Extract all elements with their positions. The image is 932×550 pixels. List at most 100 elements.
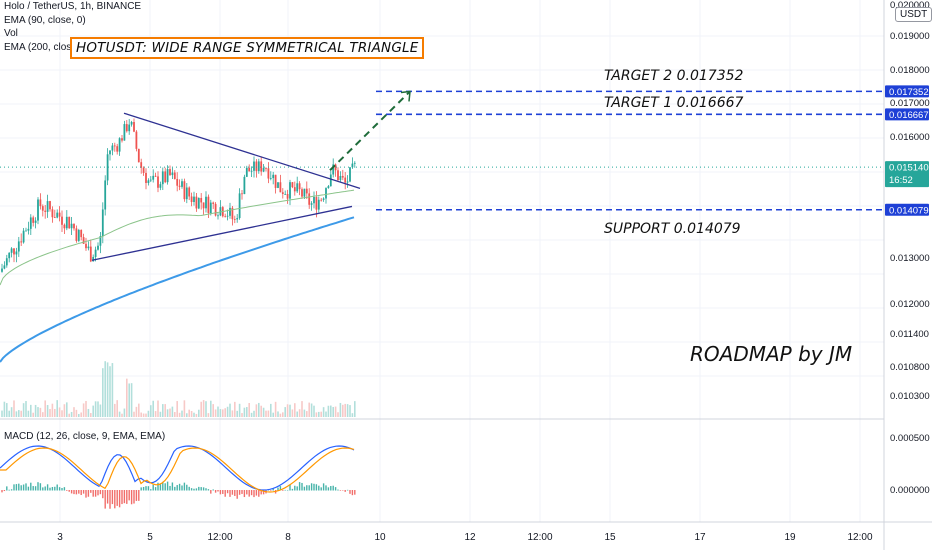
macd-bar [291,488,294,491]
volume-bar [330,405,332,417]
candle-body [212,202,215,204]
volume-bar [145,413,147,417]
symbol-label[interactable]: Holo / TetherUS, 1h, BINANCE [4,1,142,12]
currency-badge[interactable]: USDT [895,7,932,22]
candle-body [152,175,155,180]
ema-200-legend[interactable]: EMA (200, close, 0) [4,41,92,53]
candle-body [236,218,239,220]
ema-90-legend[interactable]: EMA (90, close, 0) [4,14,86,26]
triangle-upper-trendline[interactable] [123,112,361,190]
volume-bar [279,413,282,417]
macd-axis[interactable]: 0.000500 0.000000 [890,433,930,496]
macd-bar [349,490,351,494]
macd-bar [214,490,217,493]
volume-bar [282,412,284,417]
candle-body [224,216,227,218]
candle-body [178,185,181,187]
macd-bar [109,490,111,509]
candle-body [260,161,263,172]
volume-bar [308,402,310,417]
macd-bar [277,487,279,491]
candle-body [346,181,349,183]
macd-bar [181,485,183,491]
candle-body [229,207,231,216]
candle-body [289,182,291,199]
macd-bar [46,484,49,491]
volume-bar [70,411,73,417]
macd-bar [186,484,188,491]
macd-bar [138,490,140,501]
price-tick-label: 0.020000 [890,0,930,11]
price-tag-label: 0.014079 [889,205,929,216]
triangle-lower-trendline[interactable] [91,205,353,261]
volume-bar [234,401,236,417]
volume-bar [99,404,102,417]
volume-bar [219,409,222,417]
macd-bar [205,488,207,491]
candle-body [125,124,128,132]
time-axis[interactable]: 3 5 12:00 8 10 12 12:00 15 17 19 12:00 [57,532,873,543]
volume-bar [140,412,142,417]
macd-bar [190,488,193,491]
volume-bar [27,410,30,417]
candle-body [262,167,265,172]
macd-bar [301,482,303,491]
candle-body [202,202,205,209]
macd-bar [97,490,99,496]
candle-body [13,248,15,255]
macd-bar [253,490,255,498]
candle-body [344,177,347,183]
macd-bar [272,488,274,491]
volume-bar [217,406,219,417]
macd-line [0,445,355,491]
volume-bar [327,405,330,417]
macd-bar [80,490,82,496]
macd-bar [1,490,3,493]
candle-body [65,216,68,229]
macd-bar [171,482,174,491]
volume-bar [298,409,301,417]
candle-body [200,198,203,203]
projection-arrow[interactable] [329,90,411,171]
candle-body [5,258,8,266]
volume-bar [301,401,303,417]
macd-bar [322,483,325,491]
candle-body [44,210,47,212]
volume-bar [224,408,226,417]
time-tick-label: 8 [285,532,291,543]
volume-bar [8,410,10,417]
macd-legend[interactable]: MACD (12, 26, close, 9, EMA, EMA) [4,431,166,442]
candle-body [185,187,188,200]
candle-body [140,162,143,168]
macd-bar [85,490,87,498]
macd-bar [294,485,296,491]
macd-bar [147,486,150,491]
candle-body [243,176,246,195]
macd-bar [219,490,222,495]
support-label: SUPPORT 0.014079 [604,221,741,237]
volume-bar [111,363,114,417]
candle-body [157,176,159,188]
candle-body [101,209,104,237]
candle-body [305,188,308,194]
volume-bar [82,403,85,417]
volume-legend[interactable]: Vol [4,28,18,39]
volume-bar [243,407,246,417]
macd-bar [231,490,234,495]
price-axis[interactable]: 0.020000 0.019000 0.018000 0.017000 0.016000… [890,0,930,402]
price-tick-label: 0.013000 [890,253,930,264]
macd-bar [140,487,142,491]
signal-line [0,447,355,493]
candle-body [291,182,294,188]
time-tick-label: 19 [784,532,796,543]
volume-bar [332,406,334,417]
candle-body [164,171,167,183]
macd-bar [178,483,181,491]
candle-body [68,216,71,229]
macd-bar [315,484,318,491]
candle-body [61,216,63,225]
macd-bar [114,490,116,509]
volume-bar [183,400,186,417]
volume-bar [97,401,99,417]
